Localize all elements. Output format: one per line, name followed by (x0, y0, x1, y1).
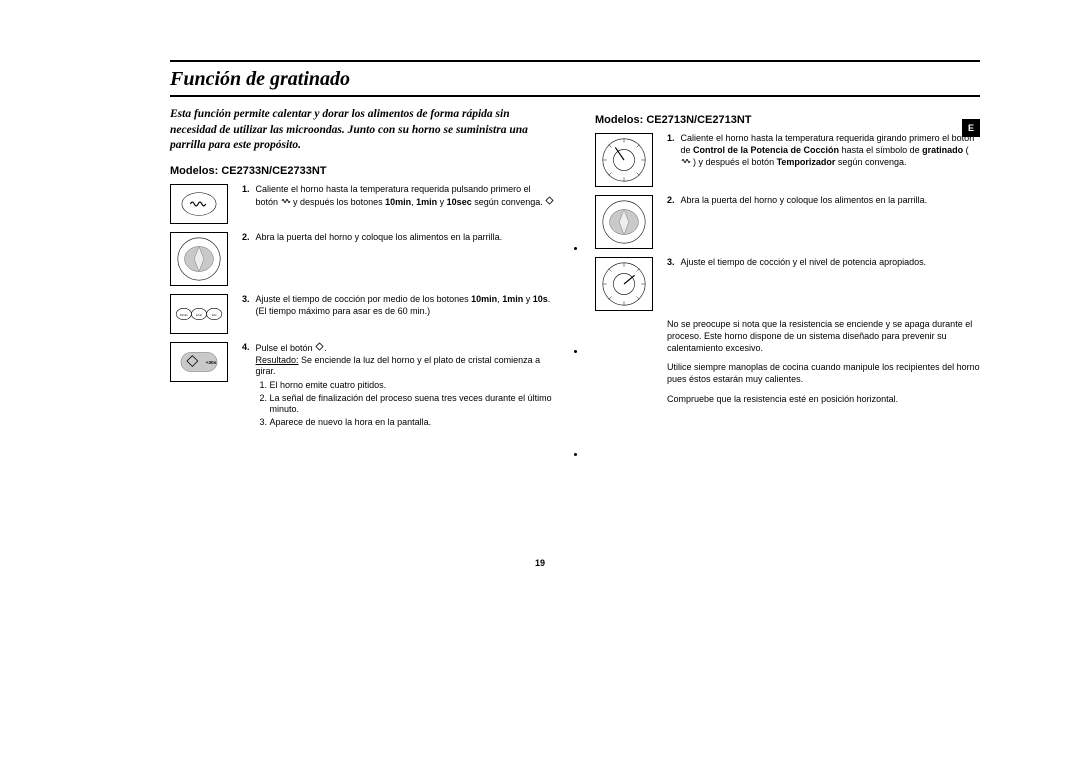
result-sublist: El horno emite cuatro pitidos. La señal … (270, 380, 555, 429)
note-3: Compruebe que la resistencia esté en pos… (667, 394, 980, 406)
intro-paragraph: Esta función permite calentar y dorar lo… (170, 107, 555, 154)
diamond-icon (545, 196, 554, 205)
grill-button-icon (170, 184, 228, 224)
note-1: No se preocupe si nota que la resistenci… (667, 319, 980, 354)
diamond-icon (315, 342, 324, 351)
right-step-3: 3. Ajuste el tiempo de cocción y el nive… (595, 257, 980, 311)
step-number: 1. (667, 133, 675, 168)
step-number: 3. (667, 257, 675, 269)
step-text: Caliente el horno hasta la temperatura r… (256, 184, 555, 208)
wave-icon (281, 197, 291, 205)
dial-icon (595, 195, 653, 249)
right-step-1: 1. Caliente el horno hasta la temperatur… (595, 133, 980, 187)
right-step-2: 2. Abra la puerta del horno y coloque lo… (595, 195, 980, 249)
result-label: Resultado: (256, 355, 299, 365)
start-button-icon: +30s (170, 342, 228, 382)
left-step-4: +30s 4. Pulse el botón . Resultado: Se e… (170, 342, 555, 430)
list-item: El horno emite cuatro pitidos. (270, 380, 555, 392)
step-text: Pulse el botón . Resultado: Se enciende … (256, 342, 555, 430)
left-step-3: 10min 1min 10s 3. Ajuste el tiempo de cocc… (170, 294, 555, 334)
left-step-2: 2. Abra la puerta del horno y coloque lo… (170, 232, 555, 286)
note-2: Utilice siempre manoplas de cocina cuand… (667, 362, 980, 385)
list-item: La señal de finalización del proceso sue… (270, 393, 555, 416)
left-column: Esta función permite calentar y dorar lo… (170, 107, 555, 556)
separator-dots (573, 107, 577, 556)
left-subhead: Modelos: CE2733N/CE2733NT (170, 164, 555, 178)
manual-page: Función de gratinado E Esta función perm… (0, 0, 1080, 586)
right-subhead: Modelos: CE2713N/CE2713NT (595, 113, 980, 127)
timer-dial-icon (595, 257, 653, 311)
right-column: Modelos: CE2713N/CE2713NT 1. Caliente el… (595, 107, 980, 556)
rule-under-title (170, 95, 980, 97)
list-item: Aparece de nuevo la hora en la pantalla. (270, 417, 555, 429)
svg-text:10s: 10s (212, 313, 217, 317)
step-text: Abra la puerta del horno y coloque los a… (681, 195, 928, 207)
svg-text:+30s: +30s (206, 360, 217, 366)
step-number: 3. (242, 294, 250, 317)
rule-top (170, 60, 980, 62)
language-tab: E (962, 119, 980, 137)
wave-icon (681, 157, 691, 165)
svg-text:1min: 1min (196, 313, 203, 317)
svg-text:10min: 10min (180, 313, 188, 317)
step-number: 1. (242, 184, 250, 208)
step-number: 2. (242, 232, 250, 244)
step-text: Ajuste el tiempo de cocción y el nivel d… (681, 257, 927, 269)
step-number: 2. (667, 195, 675, 207)
time-buttons-icon: 10min 1min 10s (170, 294, 228, 334)
page-title: Función de gratinado (170, 66, 980, 95)
dial-icon (170, 232, 228, 286)
page-number: 19 (0, 558, 1080, 568)
step-text: Ajuste el tiempo de cocción por medio de… (256, 294, 551, 317)
left-step-1: 1. Caliente el horno hasta la temperatur… (170, 184, 555, 224)
power-dial-icon (595, 133, 653, 187)
content-columns: Esta función permite calentar y dorar lo… (170, 107, 980, 556)
step-text: Caliente el horno hasta la temperatura r… (681, 133, 980, 168)
step-text: Abra la puerta del horno y coloque los a… (256, 232, 503, 244)
step-number: 4. (242, 342, 250, 430)
